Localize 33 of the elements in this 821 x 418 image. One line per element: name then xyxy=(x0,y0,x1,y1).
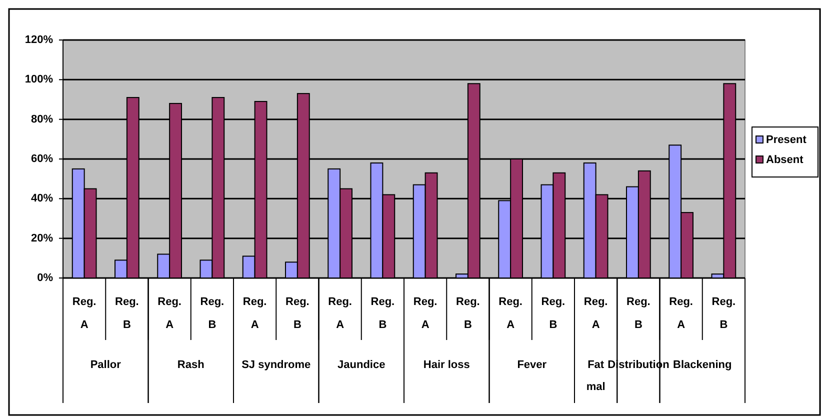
text: Rash xyxy=(177,359,205,371)
y-tick-label: 40% xyxy=(30,192,54,205)
x-tick-label: Reg. B xyxy=(286,296,310,331)
x-tick-label: Reg. A xyxy=(584,296,608,331)
x-tick-label: Reg. B xyxy=(200,296,224,331)
x-tick-label: Reg. A xyxy=(669,296,693,331)
y-tick-label: 0% xyxy=(37,272,54,284)
x-tick-label: Reg. A xyxy=(242,296,267,331)
x-tick-label: Reg. B xyxy=(115,296,139,331)
text: Pallor xyxy=(90,359,122,371)
y-tick-label: 100% xyxy=(24,74,54,86)
x-tick-label: Reg. B xyxy=(370,296,395,331)
text: SJ syndrome xyxy=(242,359,311,371)
x-tick-label: Reg. A xyxy=(498,296,522,331)
x-tick-label: Reg. B xyxy=(541,296,566,331)
x-tick-label: Reg. A xyxy=(72,296,96,331)
text: Fat mal xyxy=(586,359,606,393)
x-tick-label: Reg. A xyxy=(328,296,352,331)
text: Jaundice xyxy=(338,359,386,371)
y-tick-label: 120% xyxy=(24,34,54,46)
x-tick-label: Reg. B xyxy=(626,296,650,331)
legend-label: Present xyxy=(766,134,807,146)
text: Blackening xyxy=(673,359,732,371)
text: Hair loss xyxy=(423,359,470,371)
x-tick-label: Reg. A xyxy=(413,296,438,331)
x-tick-label: Reg. B xyxy=(456,296,480,331)
legend-label: Absent xyxy=(766,154,804,166)
y-tick-label: 20% xyxy=(30,232,54,244)
y-tick-label: 60% xyxy=(30,153,54,165)
y-tick-label: 80% xyxy=(30,113,54,126)
x-tick-label: Reg. B xyxy=(712,296,736,331)
text: Fever xyxy=(517,359,548,371)
x-tick-label: Reg. A xyxy=(158,296,182,331)
